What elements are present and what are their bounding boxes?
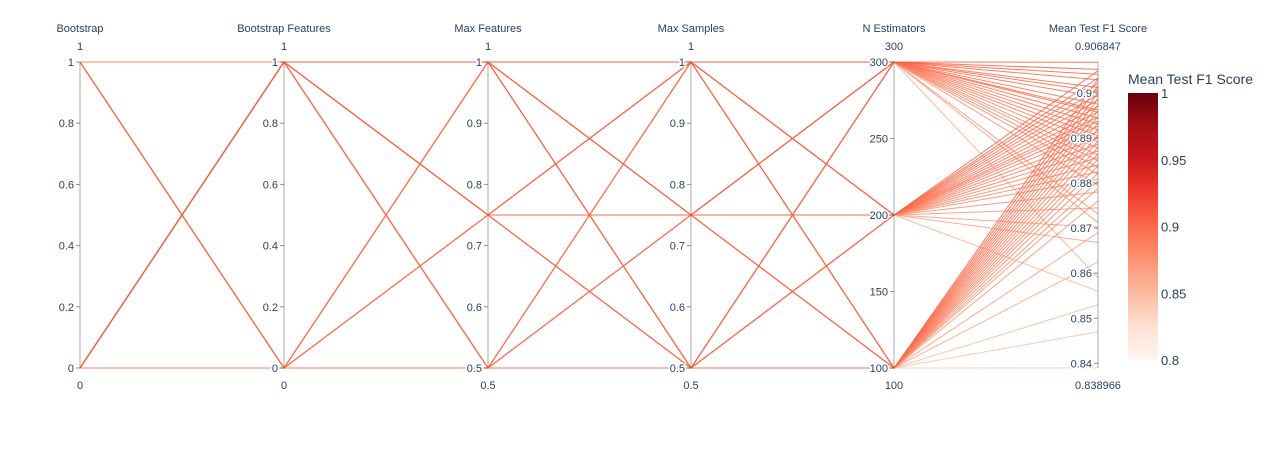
axis-title: Mean Test F1 Score [1049, 23, 1147, 35]
axis-2[interactable]: Max Features 1 0.5 0.5 0.6 0.7 0.8 0.9 1 [454, 23, 522, 392]
colorbar-title: Mean Test F1 Score [1128, 71, 1253, 87]
axis-title: N Estimators [863, 23, 926, 35]
axis-tick-label: 0.6 [467, 302, 482, 314]
axis-tick-label: 0 [272, 363, 278, 375]
axis-title: Bootstrap [56, 23, 103, 35]
axis-title: Bootstrap Features [237, 23, 331, 35]
axis-tick-label: 0.6 [263, 179, 278, 191]
axis-tick-label: 0.9 [1077, 88, 1092, 100]
axis-range-min-label: 0.5 [480, 380, 495, 392]
axis-tick-label: 0.6 [670, 302, 685, 314]
data-line-68 [80, 331, 1099, 369]
axis-tick-label: 0.86 [1071, 268, 1092, 280]
axis-range-min-label: 0.5 [683, 380, 698, 392]
axis-tick-label: 200 [870, 210, 888, 222]
data-line-2 [79, 61, 1099, 369]
axis-range-min-label: 0.838966 [1075, 380, 1121, 392]
axis-tick-label: 0.7 [467, 241, 482, 253]
axis-range-max-label: 1 [688, 41, 694, 53]
axis-title: Max Samples [658, 23, 725, 35]
axis-tick-label: 0.8 [263, 118, 278, 130]
axis-tick-label: 1 [476, 57, 482, 69]
axis-tick-label: 1 [68, 57, 74, 69]
colorbar-tick-label: 0.85 [1161, 286, 1186, 301]
axis-tick-label: 0.5 [670, 363, 685, 375]
axis-range-max-label: 1 [485, 41, 491, 53]
axis-3[interactable]: Max Samples 1 0.5 0.5 0.6 0.7 0.8 0.9 1 [658, 23, 725, 392]
colorbar: Mean Test F1 Score 0.8 0.85 0.9 0.95 1 [1128, 71, 1253, 368]
colorbar-tick-label: 0.8 [1161, 353, 1179, 368]
axis-tick-label: 0.4 [263, 241, 278, 253]
axis-1[interactable]: Bootstrap Features 1 00 0.2 0.4 0.6 0.8 1 [237, 23, 331, 392]
axis-4[interactable]: N Estimators 300 100 100 150 200 250 300 [863, 23, 926, 392]
axis-tick-label: 0.8 [467, 179, 482, 191]
colorbar-tick-label: 0.9 [1161, 220, 1179, 235]
axis-range-min-label: 100 [885, 380, 903, 392]
axis-tick-label: 0.89 [1071, 133, 1092, 145]
data-line-43 [80, 207, 1099, 369]
axis-tick-label: 1 [272, 57, 278, 69]
axis-tick-label: 0.9 [670, 118, 685, 130]
axis-tick-label: 0.8 [670, 179, 685, 191]
axis-range-min-label: 0 [281, 380, 287, 392]
axis-5[interactable]: Mean Test F1 Score 0.906847 0.838966 0.84 0.… [1049, 23, 1147, 392]
axis-tick-label: 1 [679, 57, 685, 69]
axis-tick-label: 300 [870, 57, 888, 69]
data-line-0 [79, 61, 1099, 369]
axis-range-max-label: 0.906847 [1075, 41, 1121, 53]
axis-tick-label: 0.84 [1071, 358, 1092, 370]
axis-tick-label: 0.4 [59, 241, 74, 253]
axis-range-max-label: 1 [281, 41, 287, 53]
axis-title: Max Features [454, 23, 522, 35]
axis-tick-label: 0.2 [59, 302, 74, 314]
axis-tick-label: 0.85 [1071, 313, 1092, 325]
axis-tick-label: 0.5 [467, 363, 482, 375]
axis-tick-label: 0.87 [1071, 223, 1092, 235]
colorbar-tick-label: 0.95 [1161, 153, 1186, 168]
axis-tick-label: 0.2 [263, 302, 278, 314]
axis-tick-label: 100 [870, 363, 888, 375]
axis-tick-label: 250 [870, 134, 888, 146]
axis-0[interactable]: Bootstrap 1 00 0.2 0.4 0.6 0.8 1 [56, 23, 103, 392]
axis-range-max-label: 1 [77, 41, 83, 53]
axis-range-min-label: 0 [77, 380, 83, 392]
axis-tick-label: 0.88 [1071, 178, 1092, 190]
axis-tick-label: 0.8 [59, 118, 74, 130]
axis-tick-label: 0.7 [670, 241, 685, 253]
axis-tick-label: 150 [870, 287, 888, 299]
axis-tick-label: 0 [68, 363, 74, 375]
axis-range-max-label: 300 [885, 41, 903, 53]
axis-tick-label: 0.6 [59, 179, 74, 191]
axis-tick-label: 0.9 [467, 118, 482, 130]
colorbar-tick-label: 1 [1161, 86, 1168, 101]
colorbar-gradient [1128, 93, 1158, 360]
polyline-layer [79, 61, 1099, 369]
